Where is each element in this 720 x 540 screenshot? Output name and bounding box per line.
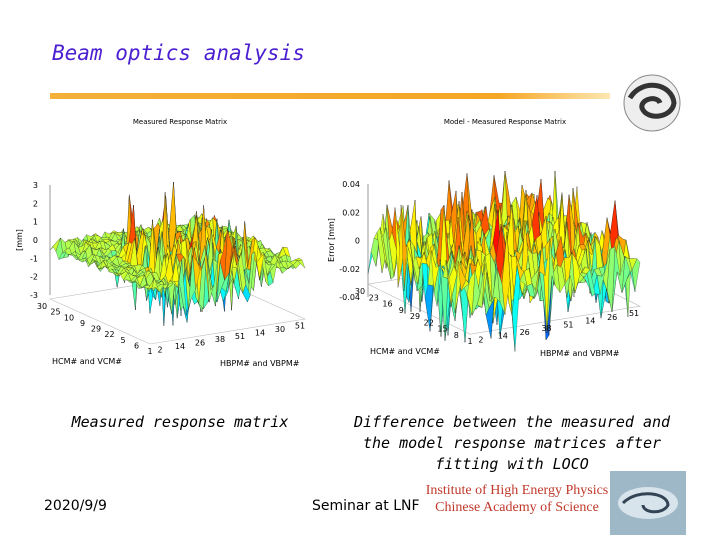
institute: Institute of High Energy Physics	[426, 483, 609, 498]
logo	[623, 74, 681, 132]
plot-title: Measured Response Matrix	[133, 118, 227, 126]
plot-title: Model - Measured Response Matrix	[444, 118, 566, 126]
x-tick-label: 29	[91, 325, 101, 334]
date: 2020/9/9	[44, 498, 107, 514]
event: Seminar at LNF	[312, 498, 420, 514]
z-tick-label: -0.04	[339, 293, 360, 302]
caption: Measured response matrix	[71, 413, 289, 431]
y-tick-label: 14	[255, 328, 265, 337]
z-tick-label: 0	[355, 237, 360, 246]
surface-cell	[466, 270, 476, 316]
x-tick-label: 5	[120, 336, 125, 345]
z-tick-label: 0	[33, 236, 38, 245]
x-tick-label: 10	[64, 313, 74, 322]
y-axis-label: HBPM# and VBPM#	[540, 349, 620, 358]
y-tick-label: 14	[175, 342, 185, 351]
x-tick-label: 30	[355, 287, 365, 296]
x-tick-label: 23	[369, 293, 379, 302]
y-tick-label: 26	[607, 313, 617, 322]
x-tick-label: 9	[80, 319, 85, 328]
y-tick-label: 14	[585, 317, 595, 326]
surface-cell	[146, 278, 155, 289]
y-axis-label: HBPM# and VBPM#	[220, 359, 300, 368]
x-tick-label: 30	[37, 302, 47, 311]
z-tick-label: 2	[33, 199, 38, 208]
x-axis-label: HCM# and VCM#	[52, 357, 122, 366]
caption: the model response matrices after	[363, 434, 661, 452]
y-tick-label: 51	[235, 332, 245, 341]
x-tick-label: 1	[467, 337, 472, 346]
surface-plot: Measured Response Matrix3210-1-2-3[mm]30…	[15, 118, 307, 368]
x-tick-label: 29	[410, 312, 420, 321]
x-tick-label: 8	[454, 331, 459, 340]
x-tick-label: 22	[104, 330, 114, 339]
y-tick-label: 2	[478, 335, 483, 344]
y-tick-label: 26	[520, 328, 530, 337]
y-tick-label: 51	[295, 322, 305, 331]
x-axis-label: HCM# and VCM#	[370, 347, 440, 356]
x-tick-label: 15	[437, 325, 447, 334]
slide-title: Beam optics analysis	[52, 41, 305, 65]
z-tick-label: 1	[33, 218, 38, 227]
z-tick-label: -2	[30, 273, 38, 282]
y-tick-label: 14	[498, 332, 508, 341]
caption: fitting with LOCO	[435, 455, 589, 473]
y-tick-label: 30	[275, 325, 285, 334]
z-tick-label: 0.02	[342, 208, 360, 217]
y-tick-label: 2	[157, 345, 162, 354]
logo	[610, 471, 686, 535]
y-tick-label: 38	[541, 324, 551, 333]
x-tick-label: 16	[382, 300, 392, 309]
z-tick-label: -1	[30, 254, 38, 263]
caption: Difference between the measured and	[353, 413, 671, 431]
y-tick-label: 51	[629, 309, 639, 318]
y-tick-label: 38	[215, 335, 225, 344]
z-tick-label: -3	[30, 291, 38, 300]
z-tick-label: -0.02	[339, 265, 360, 274]
z-axis-label: Error [mm]	[327, 218, 336, 262]
y-tick-label: 26	[195, 339, 205, 348]
x-tick-label: 9	[399, 306, 404, 315]
title-rule	[50, 93, 610, 99]
surface-plot: Model - Measured Response Matrix 0.04 0.02…	[327, 118, 641, 358]
z-axis-label: [mm]	[15, 229, 24, 251]
x-tick-label: 25	[50, 308, 60, 317]
z-tick-label: 0.04	[342, 180, 360, 189]
z-tick-label: 3	[33, 181, 38, 190]
x-tick-label: 1	[147, 347, 152, 356]
y-tick-label: 51	[563, 320, 573, 329]
x-tick-label: 6	[134, 341, 139, 350]
institute: Chinese Academy of Science	[435, 500, 599, 515]
x-tick-label: 22	[424, 318, 434, 327]
